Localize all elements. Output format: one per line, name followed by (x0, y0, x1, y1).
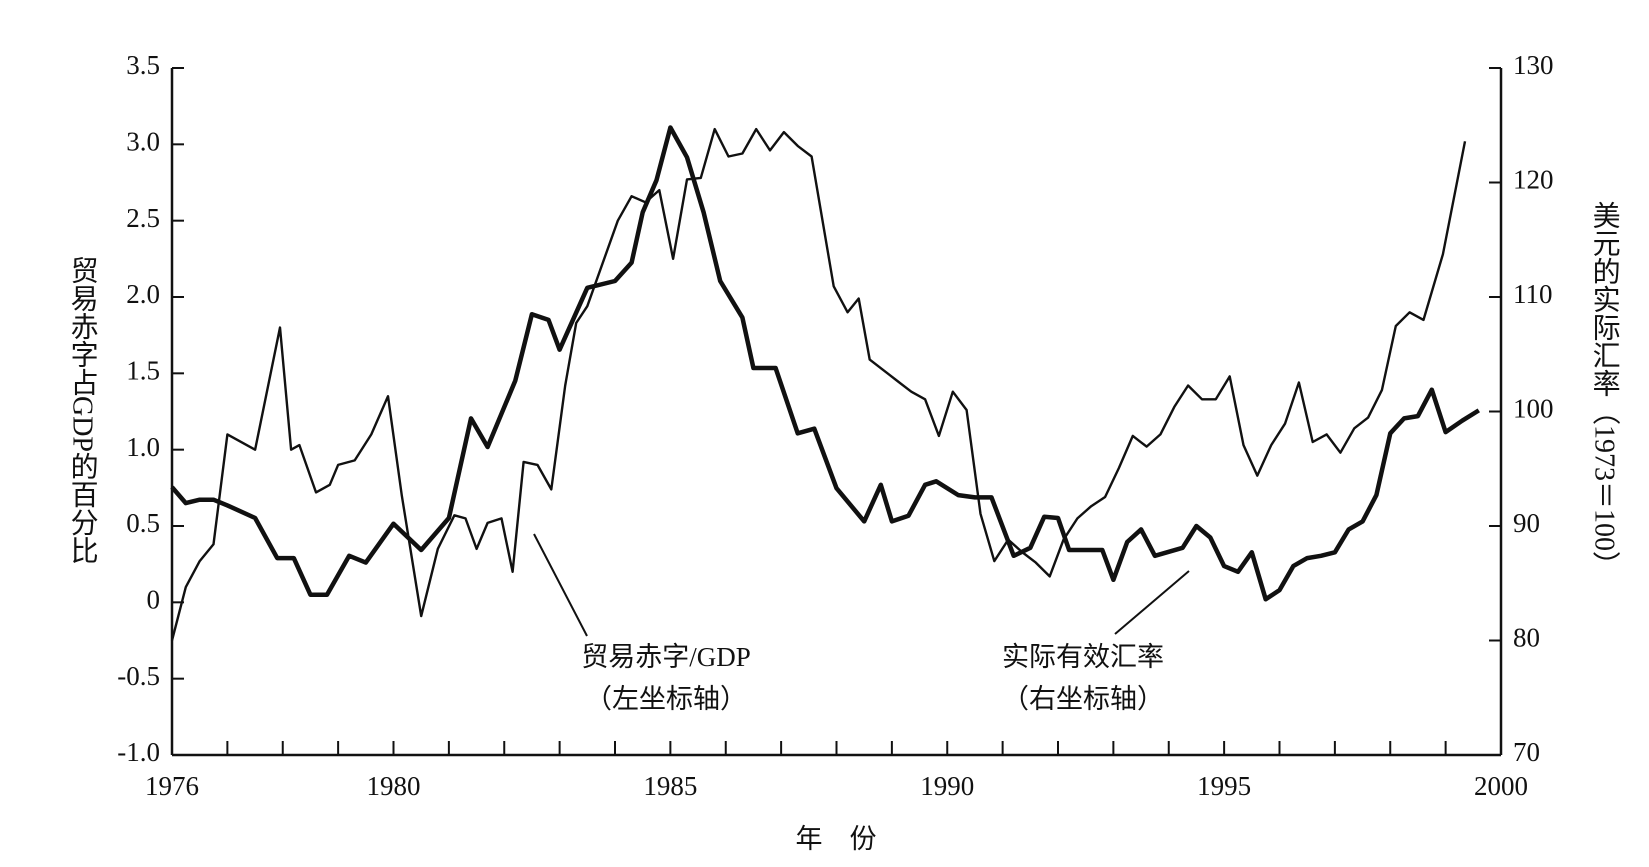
y-tick-label: 2.0 (126, 279, 160, 309)
annotation: 实际有效汇率 (1002, 642, 1164, 672)
x-axis-label: 年 份 (796, 824, 877, 854)
y2-tick-label: 80 (1513, 623, 1540, 653)
annotation: （右坐标轴） (1002, 684, 1164, 714)
x-tick-label: 1985 (643, 771, 697, 801)
y-tick-label: -0.5 (117, 661, 160, 691)
y-tick-label: 3.0 (126, 127, 160, 157)
leader-line (1114, 570, 1190, 635)
y-tick-label: -1.0 (117, 737, 160, 767)
y-tick-label: 0 (147, 585, 161, 615)
series-line (170, 127, 1467, 641)
series-line (170, 125, 1480, 602)
y-tick-label: 2.5 (126, 203, 160, 233)
y-tick-label: 1.5 (126, 356, 160, 386)
y2-tick-label: 90 (1513, 508, 1540, 538)
y2-tick-label: 70 (1513, 737, 1540, 767)
y2-axis-label: 美元的实际汇率（1973＝100） (1589, 201, 1621, 579)
x-tick-label: 1995 (1197, 771, 1251, 801)
annotation: 贸易赤字/GDP (581, 642, 751, 672)
y-tick-label: 0.5 (126, 508, 160, 538)
x-tick-label: 1980 (367, 771, 421, 801)
y2-tick-label: 120 (1513, 165, 1554, 195)
x-tick-label: 1976 (145, 771, 199, 801)
y-tick-label: 3.5 (126, 50, 160, 80)
leader-line (533, 533, 588, 637)
annotation: （左坐标轴） (585, 684, 747, 714)
y-tick-label: 1.0 (126, 432, 160, 462)
x-tick-label: 1990 (920, 771, 974, 801)
y2-tick-label: 130 (1513, 50, 1554, 80)
x-tick-label: 2000 (1474, 771, 1528, 801)
y2-tick-label: 110 (1513, 279, 1553, 309)
y2-tick-label: 100 (1513, 394, 1554, 424)
y-axis-label: 贸易赤字占GDP的百分比 (67, 256, 98, 564)
